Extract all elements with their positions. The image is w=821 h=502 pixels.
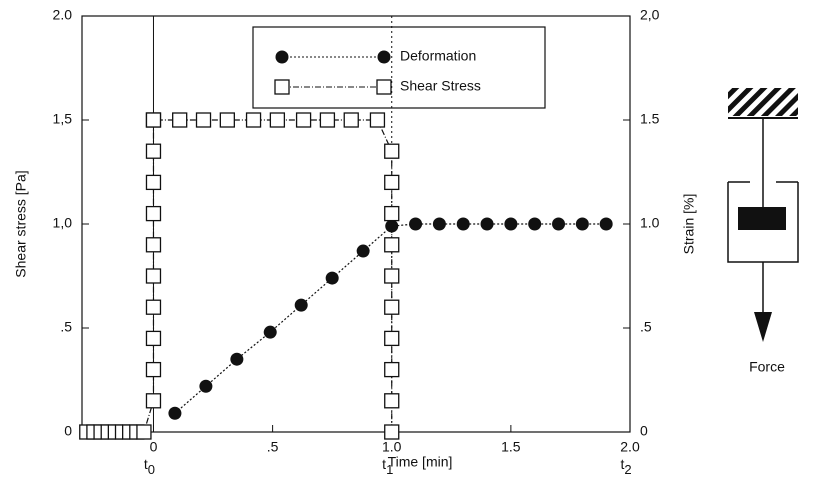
data-point [369, 112, 386, 128]
data-point [384, 393, 400, 409]
data-point [145, 299, 162, 315]
y2-tick-label: 2,0 [640, 7, 660, 23]
y2-tick-label: 0 [640, 423, 648, 439]
y-tick-label: .5 [60, 319, 72, 335]
x-tick-label: 1.0 [382, 439, 402, 455]
piston [738, 207, 786, 230]
x-tick-label: 0 [150, 439, 158, 455]
series-line [174, 223, 607, 414]
data-point [384, 143, 400, 159]
data-point [384, 424, 400, 440]
marker-letter: t [382, 456, 386, 472]
data-point [269, 112, 286, 128]
data-point [384, 268, 400, 284]
data-point [195, 112, 212, 128]
data-point [456, 217, 470, 231]
data-point [230, 352, 244, 366]
y2-tick-label: 1.5 [640, 111, 660, 127]
data-point [384, 361, 400, 378]
data-point [409, 217, 423, 231]
data-point [385, 219, 399, 233]
data-point [343, 112, 359, 128]
data-point [145, 361, 162, 378]
data-point [504, 217, 518, 231]
marker-subscript: 2 [624, 462, 631, 477]
data-point [384, 237, 400, 253]
marker-letter: t [144, 456, 148, 472]
data-point [172, 112, 188, 128]
data-point [145, 205, 162, 222]
data-point [145, 393, 162, 409]
force-label: Force [749, 359, 785, 375]
x-axis-label: Time [min] [388, 454, 453, 470]
marker-subscript: 1 [386, 462, 393, 477]
legend-label: Deformation [400, 48, 476, 64]
data-point [145, 174, 162, 191]
x-tick-label: 1.5 [501, 439, 521, 455]
y2-tick-label: .5 [640, 319, 652, 335]
y-tick-label: 2.0 [53, 7, 73, 23]
y2-axis-label: Strain [%] [681, 194, 697, 255]
data-point [263, 325, 277, 339]
y-tick-label: 1,0 [53, 215, 73, 231]
data-point [384, 299, 400, 315]
time-marker-label: t2 [620, 456, 631, 478]
data-point [528, 217, 542, 231]
legend-label: Shear Stress [400, 78, 481, 94]
data-point [145, 330, 162, 347]
data-point [245, 112, 262, 128]
x-tick-label: 2.0 [620, 439, 640, 455]
data-point [219, 112, 235, 128]
series-line [86, 119, 393, 433]
data-point [356, 244, 370, 258]
legend-marker [274, 79, 290, 95]
force-arrow [754, 312, 772, 342]
data-point [384, 330, 400, 347]
dashpot-diagram: Force [727, 88, 799, 375]
data-point [294, 298, 308, 312]
y-tick-label: 0 [64, 423, 72, 439]
x-tick-label: .5 [267, 439, 279, 455]
data-point [145, 112, 162, 128]
data-point [480, 217, 494, 231]
ceiling [728, 88, 798, 116]
time-marker-label: t1 [382, 456, 393, 478]
data-point [575, 217, 589, 231]
legend [252, 26, 546, 109]
data-point [295, 112, 312, 128]
data-point [599, 217, 613, 231]
data-point [145, 268, 162, 284]
data-point [552, 217, 566, 231]
legend-marker [275, 50, 289, 64]
data-point [384, 174, 400, 191]
data-point [168, 406, 182, 420]
legend-marker [376, 79, 392, 95]
data-point [432, 217, 446, 231]
data-point [145, 143, 162, 159]
marker-letter: t [620, 456, 624, 472]
data-point [145, 237, 162, 253]
y-axis-label: Shear stress [Pa] [13, 170, 29, 277]
data-point [136, 424, 152, 440]
legend-marker [377, 50, 391, 64]
y-tick-label: 1,5 [53, 111, 73, 127]
data-point [199, 379, 213, 393]
time-marker-label: t0 [144, 456, 155, 478]
data-point [325, 271, 339, 285]
data-point [319, 112, 336, 128]
data-point [384, 205, 400, 222]
y2-tick-label: 1.0 [640, 215, 660, 231]
marker-subscript: 0 [148, 462, 155, 477]
